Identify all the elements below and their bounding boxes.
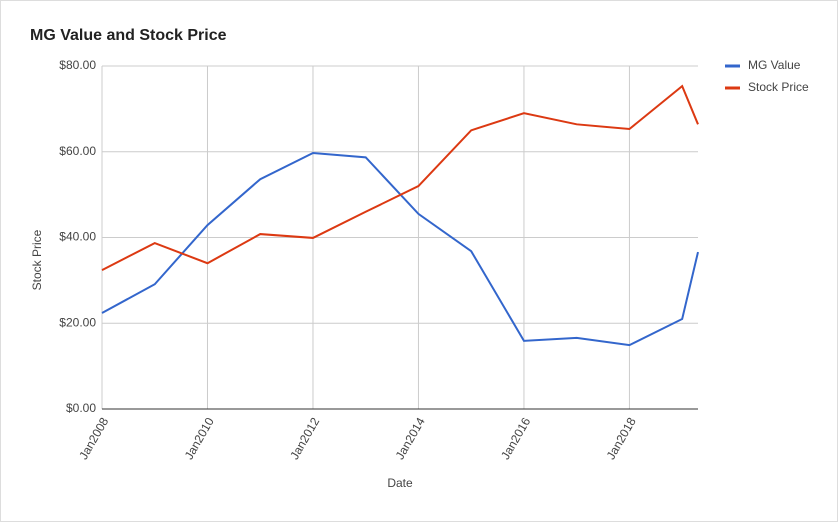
data-line xyxy=(101,84,699,271)
y-axis-title: Stock Price xyxy=(30,229,44,290)
y-tick-label: $40.00 xyxy=(59,230,96,244)
y-tick-label: $80.00 xyxy=(59,58,96,72)
legend-label: Stock Price xyxy=(748,80,809,94)
y-tick-label: $20.00 xyxy=(59,315,96,329)
chart-title: MG Value and Stock Price xyxy=(30,27,227,44)
legend-label: MG Value xyxy=(748,58,801,72)
y-tick-label: $60.00 xyxy=(59,144,96,158)
data-line xyxy=(101,152,699,347)
x-axis-title: Date xyxy=(387,476,413,490)
y-tick-label: $0.00 xyxy=(66,401,96,415)
